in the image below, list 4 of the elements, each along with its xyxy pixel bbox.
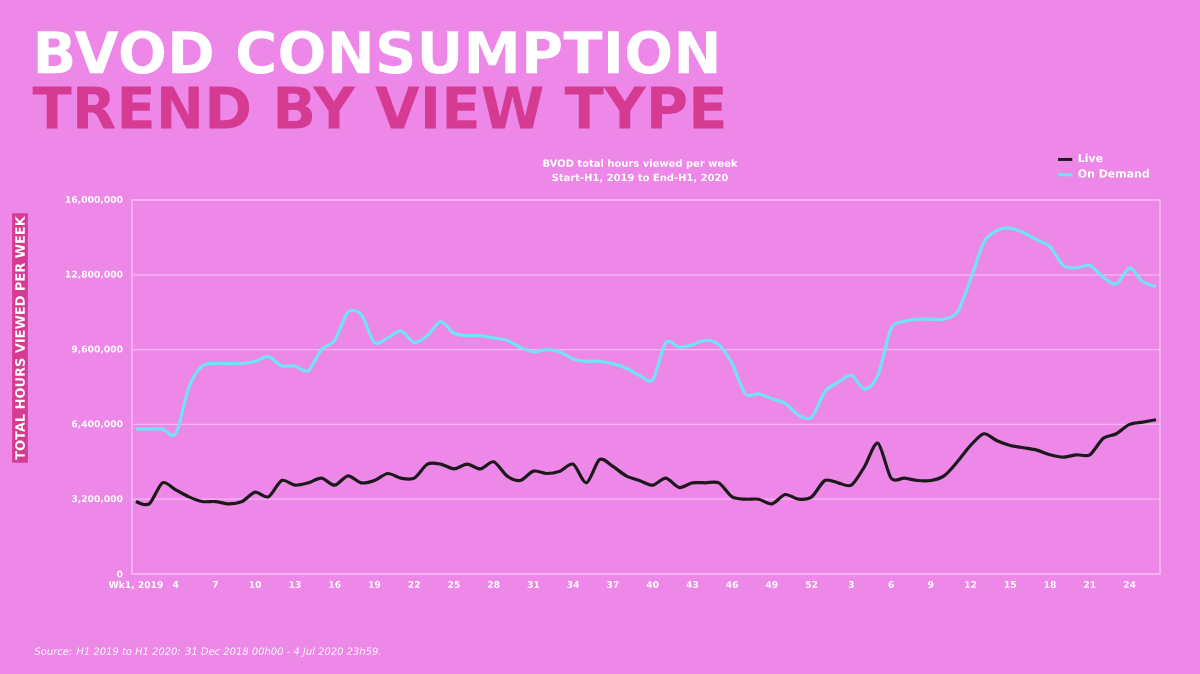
line-series <box>134 226 1158 436</box>
chart-subtitle: TREND BY VIEW TYPE <box>32 86 724 129</box>
line-series <box>134 418 1158 506</box>
chart-title: BVOD CONSUMPTION <box>37 30 717 75</box>
